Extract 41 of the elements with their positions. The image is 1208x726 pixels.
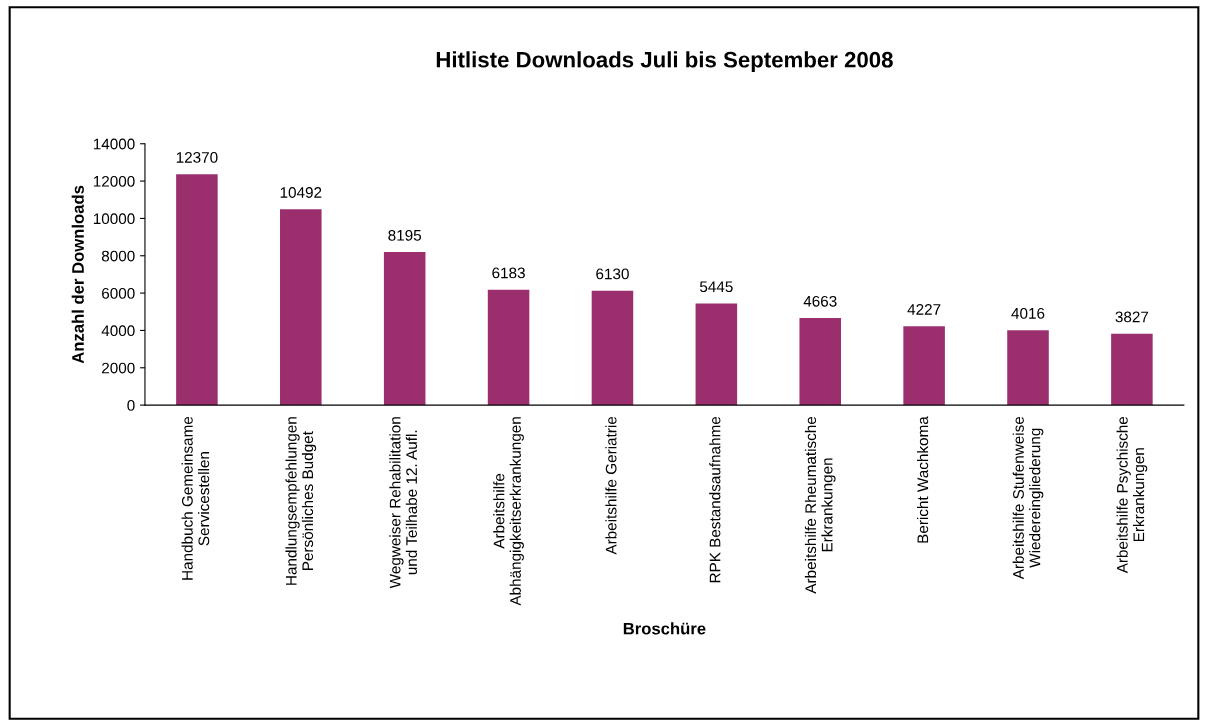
- bar: [799, 318, 842, 406]
- y-tick-label: 8000: [101, 250, 135, 262]
- x-tick-label: Arbeitshilfe Psychische Erkrankungen: [1116, 416, 1148, 574]
- bar: [280, 209, 322, 406]
- y-tick-label: 10000: [93, 213, 135, 225]
- x-tick-label: Wegweiser Rehabilitation und Teilhabe 12. Aufl.: [389, 417, 418, 589]
- x-tick-label: Handbuch Gemeinsame Servicestellen: [181, 416, 210, 580]
- y-tick-label: 14000: [93, 138, 135, 150]
- data-label: 8195: [388, 229, 422, 241]
- bar: [487, 289, 530, 406]
- y-tick-label: 0: [127, 399, 135, 411]
- y-tick-label: 6000: [102, 287, 135, 299]
- bar: [1007, 330, 1049, 406]
- y-tick-label: 4000: [101, 325, 135, 337]
- x-tick-label: Arbeitshilfe Geriatrie: [605, 416, 617, 555]
- chart-title: Hitliste Downloads Juli bis September 2008: [436, 51, 893, 72]
- data-label: 3827: [1115, 311, 1149, 323]
- data-label: 10492: [280, 187, 322, 198]
- data-label: 4016: [1011, 307, 1045, 319]
- data-label: 6183: [492, 267, 525, 279]
- x-tick-label: Arbeitshilfe Abhängigkeitserkrankungen: [493, 417, 524, 606]
- bar: [591, 290, 634, 406]
- data-label: 6130: [596, 268, 629, 280]
- data-label: 12370: [176, 152, 218, 163]
- x-axis-title: Broschüre: [623, 622, 706, 635]
- x-tick-label: Arbeitshilfe Stufenweise Wiedereingliederung: [1012, 416, 1044, 580]
- y-axis-title: Anzahl der Downloads: [71, 185, 84, 364]
- bar: [1111, 333, 1153, 406]
- y-tick-label: 12000: [93, 175, 135, 187]
- data-label: 4663: [803, 295, 837, 307]
- bar: [176, 174, 218, 406]
- x-tick-label: RPK Bestandsaufnahme: [709, 416, 721, 583]
- x-tick-label: Bericht Wachkoma: [917, 416, 929, 543]
- bar: [903, 326, 945, 406]
- y-tick-label: 2000: [102, 362, 135, 374]
- data-label: 4227: [907, 304, 941, 315]
- bar: [695, 303, 738, 406]
- x-tick-label: Arbeitshilfe Rheumatische Erkrankungen: [804, 416, 836, 594]
- data-label: 5445: [699, 281, 733, 293]
- bar: [383, 252, 426, 406]
- x-tick-label: Handlungsempfehlungen Persönliches Budget: [285, 417, 317, 585]
